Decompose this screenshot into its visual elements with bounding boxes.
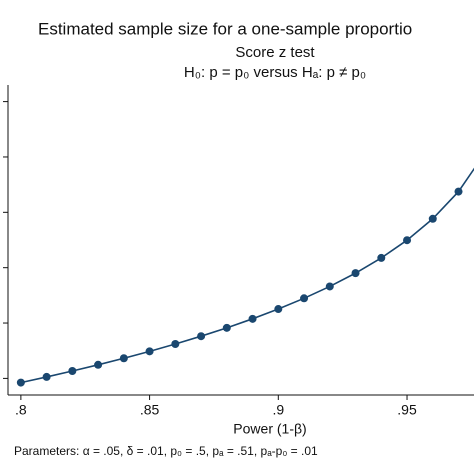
chart-subtitle: Score z test xyxy=(235,44,315,61)
marker xyxy=(403,236,412,245)
line xyxy=(20,167,474,384)
marker xyxy=(325,282,334,291)
note: Parameters: α = .05, δ = .01, p₀ = .5, p… xyxy=(14,444,318,458)
x-tick-label: .8 xyxy=(15,402,27,418)
marker xyxy=(222,323,231,332)
marker xyxy=(171,340,180,349)
marker xyxy=(274,305,283,314)
marker xyxy=(94,360,103,369)
chart-title: Estimated sample size for a one-sample p… xyxy=(38,19,412,38)
marker xyxy=(300,294,309,303)
marker xyxy=(197,332,206,341)
marker xyxy=(145,347,154,356)
marker xyxy=(119,354,128,363)
marker xyxy=(16,378,25,387)
x-tick-label: .95 xyxy=(397,402,417,418)
marker xyxy=(42,372,51,381)
marker xyxy=(351,269,360,278)
x-axis-title: Power (1-β) xyxy=(233,421,306,437)
hypotheses: H₀: p = p₀ versus Hₐ: p ≠ p₀ xyxy=(184,64,366,81)
marker xyxy=(68,366,77,375)
marker xyxy=(377,253,386,262)
marker xyxy=(428,214,437,223)
marker xyxy=(248,314,257,323)
marker xyxy=(454,187,463,196)
x-tick-label: .85 xyxy=(140,402,160,418)
x-tick-label: .9 xyxy=(272,402,284,418)
